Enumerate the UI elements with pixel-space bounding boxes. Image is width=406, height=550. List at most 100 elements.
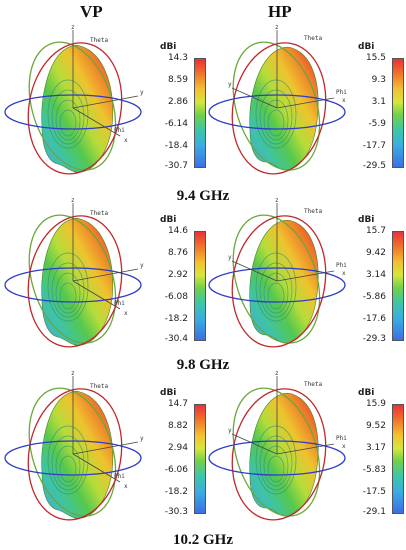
theta-ring-green: [232, 214, 321, 344]
lobe-contour: [55, 445, 81, 487]
colorbar-tick-label: 2.86: [167, 97, 188, 107]
phi-label: Phi: [336, 89, 347, 96]
colorbar-tick-label: 2.92: [167, 270, 188, 280]
colorbar: [392, 231, 404, 341]
theta-ring-red: [231, 215, 327, 348]
theta-ring-green: [28, 214, 117, 344]
theta-ring-red: [231, 388, 327, 521]
phi-label: Phi: [336, 435, 347, 442]
lobe-contour: [267, 455, 285, 483]
colorbar: [194, 404, 206, 514]
lobe-contour: [59, 282, 77, 310]
colorbar: [392, 404, 404, 514]
colorbar-tick-label: 3.17: [365, 443, 386, 453]
x-axis: [276, 443, 335, 455]
colorbar-tick-label: -17.6: [362, 314, 386, 324]
colorbar-tick-label: 8.76: [167, 248, 188, 258]
theta-ring-red: [27, 388, 123, 521]
phi-label: Phi: [114, 127, 125, 134]
frequency-label-2: 9.8 GHz: [176, 357, 230, 373]
pattern-panel-vp-10.2: z Theta y Phi x: [0, 368, 200, 521]
colorbar: [194, 58, 206, 168]
pattern-panel-vp-9.4: z Theta y Phi x: [0, 22, 200, 175]
colorbar-tick-label: 15.5: [365, 53, 386, 63]
theta-ring-red: [231, 42, 327, 175]
lobe-contour: [47, 79, 89, 149]
x-axis: [72, 280, 121, 310]
colorbar-tick-label: 14.7: [167, 399, 188, 409]
theta-ring-red: [27, 215, 123, 348]
x-axis-label: x: [124, 310, 128, 317]
y-axis: [231, 87, 278, 109]
z-axis-label: z: [275, 370, 279, 377]
colorbar-tick-label: -17.7: [362, 141, 386, 151]
theta-ring-green: [28, 41, 117, 171]
z-axis-label: z: [71, 370, 75, 377]
colorbar-unit-label: dBi: [358, 42, 375, 52]
colorbar: [392, 58, 404, 168]
colorbar-tick-label: -5.9: [368, 119, 386, 129]
colorbar: [194, 231, 206, 341]
x-axis-label: x: [342, 270, 346, 277]
lobe-contour: [47, 252, 89, 322]
radiation-lobe: [249, 392, 319, 517]
colorbar-tick-label: 9.52: [365, 421, 386, 431]
lobe-contour: [267, 109, 285, 137]
colorbar-tick-label: 8.59: [167, 75, 188, 85]
lobe-contour: [55, 272, 81, 314]
colorbar-unit-label: dBi: [358, 388, 375, 398]
colorbar-tick-label: -18.2: [164, 487, 188, 497]
colorbar-unit-label: dBi: [358, 215, 375, 225]
colorbar-tick-label: -17.5: [362, 487, 386, 497]
lobe-contour: [259, 435, 293, 491]
lobe-contour: [259, 89, 293, 145]
theta-ring-red: [27, 42, 123, 175]
x-axis: [72, 453, 121, 483]
y-axis-label: y: [228, 254, 232, 261]
lobe-contour: [255, 425, 297, 495]
colorbar-tick-label: -30.3: [164, 507, 188, 517]
lobe-contour: [59, 455, 77, 483]
pattern-panel-hp-9.4: z Theta y Phi x: [204, 22, 404, 175]
y-axis-label: y: [140, 262, 144, 269]
lobe-contour: [47, 425, 89, 495]
pattern-panel-vp-9.8: z Theta y Phi x: [0, 195, 200, 348]
x-axis-label: x: [124, 137, 128, 144]
colorbar-tick-label: 3.14: [365, 270, 386, 280]
radiation-lobe: [41, 44, 113, 173]
colorbar-tick-label: -29.5: [362, 161, 386, 171]
y-axis-label: y: [228, 81, 232, 88]
y-axis: [72, 95, 139, 109]
frequency-label-1: 9.4 GHz: [176, 188, 230, 204]
x-axis: [276, 270, 335, 282]
x-axis-label: x: [124, 483, 128, 490]
theta-label: Theta: [304, 208, 322, 215]
colorbar-unit-label: dBi: [160, 215, 177, 225]
lobe-contour: [55, 99, 81, 141]
y-axis: [72, 441, 139, 455]
pattern-panel-hp-9.8: z Theta y Phi x: [204, 195, 404, 348]
lobe-contour: [263, 445, 289, 487]
lobe-contour: [259, 262, 293, 318]
theta-ring-green: [232, 41, 321, 171]
radiation-lobe: [41, 390, 113, 519]
theta-ring-green: [28, 387, 117, 517]
lobe-contour: [263, 99, 289, 141]
y-axis-label: y: [140, 435, 144, 442]
colorbar-tick-label: -6.14: [164, 119, 188, 129]
colorbar-tick-label: 14.6: [167, 226, 188, 236]
lobe-contour: [263, 272, 289, 314]
vp-header: VP: [80, 2, 103, 21]
z-axis-label: z: [71, 24, 75, 31]
theta-label: Theta: [90, 383, 108, 390]
frequency-label-3: 10.2 GHz: [173, 532, 233, 548]
colorbar-tick-label: 9.42: [365, 248, 386, 258]
z-axis-label: z: [71, 197, 75, 204]
lobe-contour: [59, 109, 77, 137]
z-axis-label: z: [275, 24, 279, 31]
